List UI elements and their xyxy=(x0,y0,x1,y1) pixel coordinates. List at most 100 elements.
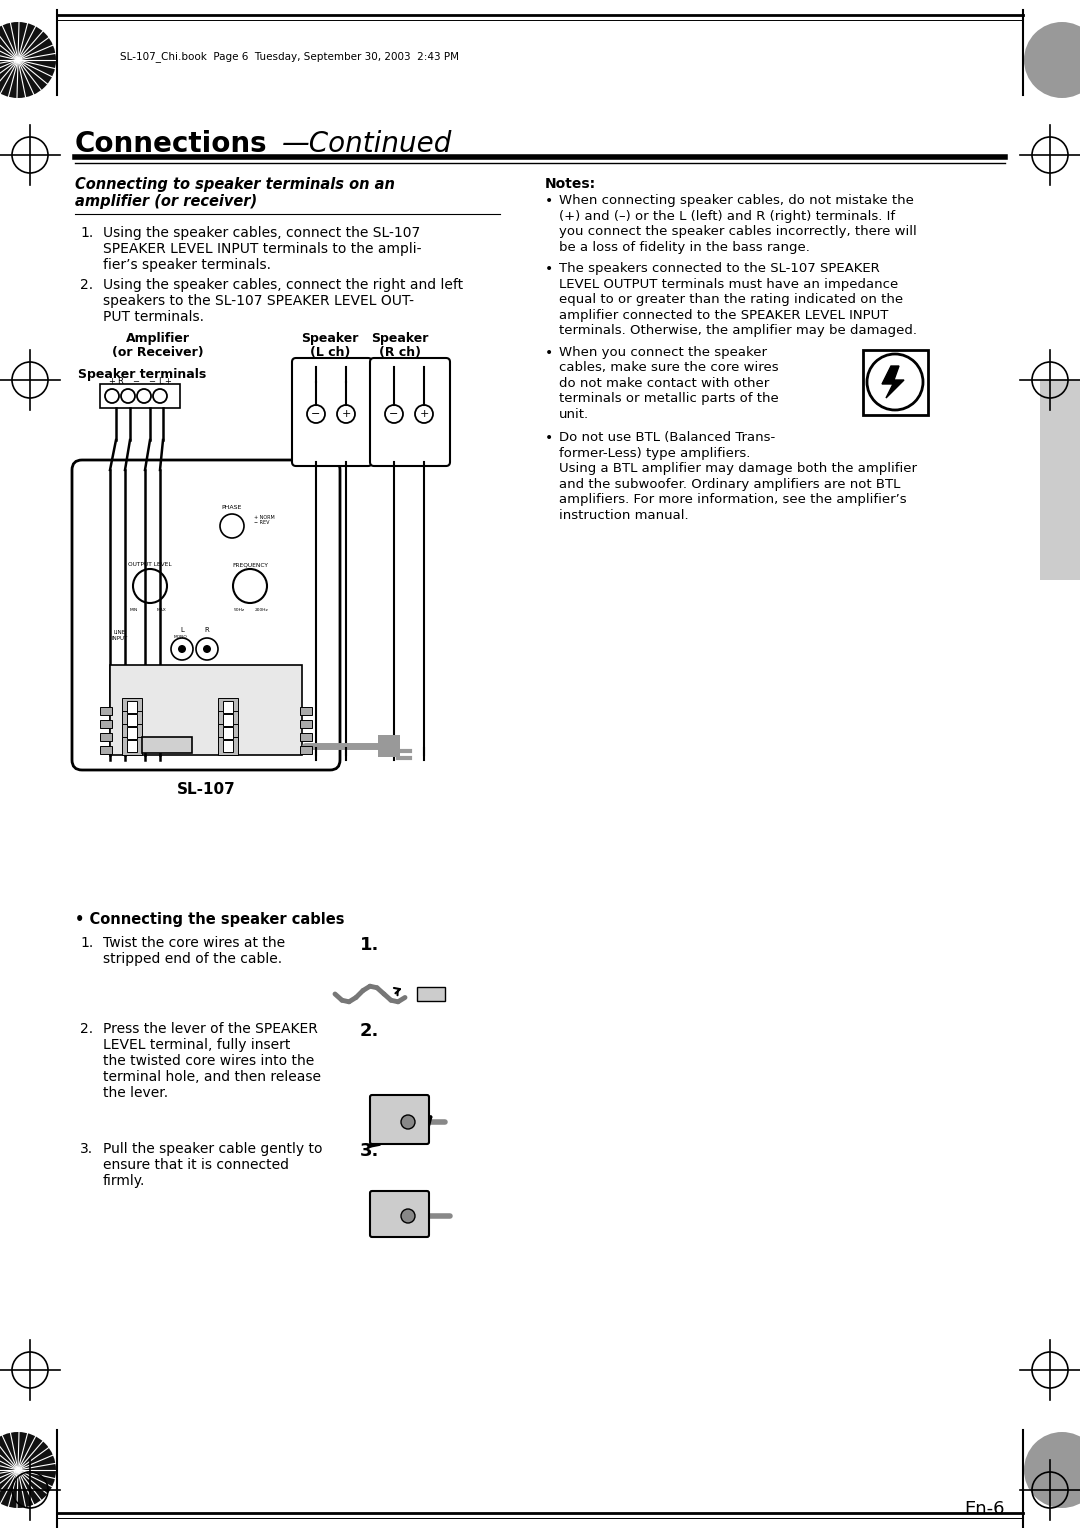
Text: unit.: unit. xyxy=(559,408,589,420)
Text: Amplifier: Amplifier xyxy=(126,332,190,345)
Text: 200Hz: 200Hz xyxy=(255,608,269,613)
Bar xyxy=(300,746,312,753)
Text: (+) and (–) or the L (left) and R (right) terminals. If: (+) and (–) or the L (left) and R (right… xyxy=(559,209,895,223)
Text: +R: +R xyxy=(113,746,122,750)
Text: SPEAKER LEVEL INPUT terminals to the ampli-: SPEAKER LEVEL INPUT terminals to the amp… xyxy=(103,241,421,257)
Text: LEVEL terminal, fully insert: LEVEL terminal, fully insert xyxy=(103,1038,291,1051)
FancyBboxPatch shape xyxy=(370,1096,429,1144)
Text: −: − xyxy=(311,410,321,419)
Bar xyxy=(127,701,137,714)
Bar xyxy=(127,714,137,726)
Text: L: L xyxy=(180,626,184,633)
Text: be a loss of fidelity in the bass range.: be a loss of fidelity in the bass range. xyxy=(559,240,810,254)
Circle shape xyxy=(1024,1432,1080,1508)
Bar xyxy=(300,720,312,727)
Text: terminal hole, and then release: terminal hole, and then release xyxy=(103,1070,321,1083)
Text: •: • xyxy=(545,431,553,445)
Bar xyxy=(417,987,445,1001)
Text: 50Hz: 50Hz xyxy=(234,608,245,613)
Text: instruction manual.: instruction manual. xyxy=(559,509,689,521)
Circle shape xyxy=(178,645,186,652)
Text: and the subwoofer. Ordinary amplifiers are not BTL: and the subwoofer. Ordinary amplifiers a… xyxy=(559,478,901,490)
Text: •: • xyxy=(545,345,553,359)
Text: MIN: MIN xyxy=(130,608,138,613)
Text: +: + xyxy=(341,410,351,419)
Text: + NORM
− REV: + NORM − REV xyxy=(254,515,274,526)
Text: 3.: 3. xyxy=(360,1141,379,1160)
Bar xyxy=(122,711,141,729)
Text: −L: −L xyxy=(114,720,122,724)
Text: 1.: 1. xyxy=(360,937,379,953)
Bar xyxy=(127,727,137,740)
Text: INPUT: INPUT xyxy=(150,681,170,688)
Text: −L: −L xyxy=(291,720,298,724)
FancyBboxPatch shape xyxy=(72,460,340,770)
Text: do not make contact with other: do not make contact with other xyxy=(559,376,769,390)
Text: FROM
AMP/RECEIVER: FROM AMP/RECEIVER xyxy=(144,691,176,700)
Bar xyxy=(122,736,141,755)
Bar xyxy=(222,740,233,752)
Text: Notes:: Notes: xyxy=(545,177,596,191)
Text: the twisted core wires into the: the twisted core wires into the xyxy=(103,1054,314,1068)
Text: L: L xyxy=(158,377,162,387)
Text: •: • xyxy=(545,261,553,277)
Bar xyxy=(300,707,312,715)
FancyBboxPatch shape xyxy=(370,1190,429,1238)
Bar xyxy=(222,701,233,714)
Text: amplifier connected to the SPEAKER LEVEL INPUT: amplifier connected to the SPEAKER LEVEL… xyxy=(559,309,889,321)
Bar xyxy=(100,707,112,715)
Text: R: R xyxy=(117,377,123,387)
Text: (or Receiver): (or Receiver) xyxy=(112,345,204,359)
Text: OUTPUT LEVEL: OUTPUT LEVEL xyxy=(129,562,172,567)
Text: Using the speaker cables, connect the SL-107: Using the speaker cables, connect the SL… xyxy=(103,226,420,240)
Bar xyxy=(110,665,302,755)
Text: +: + xyxy=(109,377,116,387)
Text: The speakers connected to the SL-107 SPEAKER: The speakers connected to the SL-107 SPE… xyxy=(559,261,880,275)
FancyBboxPatch shape xyxy=(292,358,372,466)
Text: PHASE: PHASE xyxy=(221,504,242,510)
Text: Pull the speaker cable gently to: Pull the speaker cable gently to xyxy=(103,1141,323,1157)
Bar xyxy=(863,350,928,416)
Text: —Continued: —Continued xyxy=(282,130,453,157)
Text: terminals. Otherwise, the amplifier may be damaged.: terminals. Otherwise, the amplifier may … xyxy=(559,324,917,338)
Text: −: − xyxy=(133,377,139,387)
Text: ON: ON xyxy=(178,733,186,738)
Bar xyxy=(218,736,238,755)
Circle shape xyxy=(1024,21,1080,98)
Text: stripped end of the cable.: stripped end of the cable. xyxy=(103,952,282,966)
Text: En-6: En-6 xyxy=(964,1500,1005,1517)
Text: −R: −R xyxy=(289,732,298,738)
Bar xyxy=(222,714,233,726)
Text: terminals or metallic parts of the: terminals or metallic parts of the xyxy=(559,393,779,405)
Text: (R ch): (R ch) xyxy=(379,345,421,359)
Text: 2.: 2. xyxy=(80,1022,93,1036)
Text: LEVEL OUTPUT terminals must have an impedance: LEVEL OUTPUT terminals must have an impe… xyxy=(559,278,899,290)
Text: you connect the speaker cables incorrectly, there will: you connect the speaker cables incorrect… xyxy=(559,225,917,238)
Text: Speaker terminals: Speaker terminals xyxy=(78,368,206,380)
Text: speakers to the SL-107 SPEAKER LEVEL OUT-: speakers to the SL-107 SPEAKER LEVEL OUT… xyxy=(103,293,414,309)
Bar xyxy=(1040,380,1080,581)
Circle shape xyxy=(401,1115,415,1129)
Bar xyxy=(141,736,192,753)
Bar xyxy=(100,384,180,408)
Text: equal to or greater than the rating indicated on the: equal to or greater than the rating indi… xyxy=(559,293,903,306)
Bar xyxy=(218,711,238,729)
FancyBboxPatch shape xyxy=(370,358,450,466)
Text: OFF: OFF xyxy=(156,733,165,738)
Text: −: − xyxy=(149,377,156,387)
Text: cables, make sure the core wires: cables, make sure the core wires xyxy=(559,361,779,374)
Text: OUTPUT: OUTPUT xyxy=(237,681,264,688)
Text: R: R xyxy=(204,626,210,633)
Bar xyxy=(127,740,137,752)
Text: Connections: Connections xyxy=(75,130,268,157)
Circle shape xyxy=(203,645,211,652)
Text: 1.: 1. xyxy=(80,226,93,240)
Text: ─ SPEAKER LEVEL ─: ─ SPEAKER LEVEL ─ xyxy=(172,672,240,677)
Text: ○ POWER: ○ POWER xyxy=(158,724,187,730)
Text: •: • xyxy=(545,194,553,208)
Text: 3.: 3. xyxy=(80,1141,93,1157)
Text: Using a BTL amplifier may damage both the amplifier: Using a BTL amplifier may damage both th… xyxy=(559,461,917,475)
Text: Do not use BTL (Balanced Trans-: Do not use BTL (Balanced Trans- xyxy=(559,431,775,445)
Text: Speaker: Speaker xyxy=(372,332,429,345)
Text: Twist the core wires at the: Twist the core wires at the xyxy=(103,937,285,950)
